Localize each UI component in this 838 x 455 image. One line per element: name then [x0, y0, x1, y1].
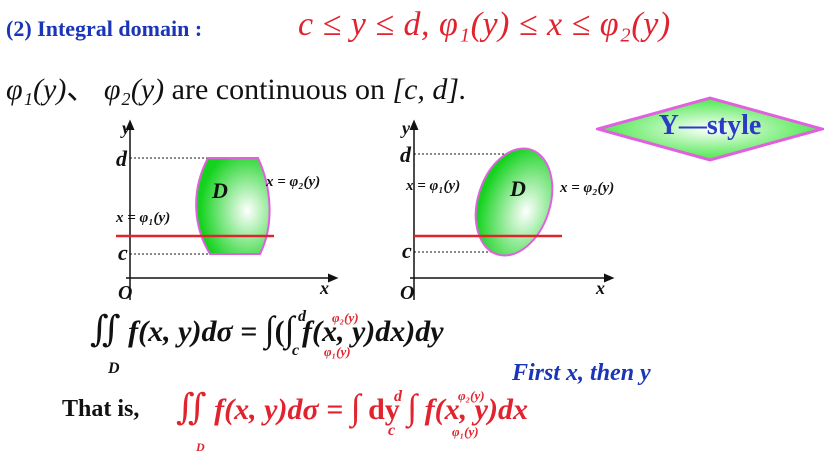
iterated-integral-formula: ∬ f(x, y)dσ = ∫(∫ f(x, y)dx)dy	[90, 308, 444, 350]
region-d	[474, 147, 554, 257]
f2-inner-upper: φ₂(y)	[458, 388, 485, 403]
outer-integral-sign: ∫	[264, 309, 275, 349]
right-region-label: D	[510, 176, 526, 201]
left-region-label: D	[212, 178, 228, 203]
right-d-label: d	[400, 142, 411, 167]
y-style-badge	[596, 96, 824, 162]
continuity-statement: φ₁(y)、 φ₂(y) are continuous on [c, d].	[6, 64, 467, 108]
left-d-label: d	[116, 146, 127, 171]
f2-domain: D	[196, 440, 205, 454]
diagram-left	[116, 119, 339, 300]
phi1-label: φ₁(y)	[6, 73, 67, 106]
right-phi2-curve-label: x = φ₂(y)	[560, 180, 615, 196]
f1-body: f(x, y)dx)dy	[301, 315, 444, 348]
left-phi2-curve-label: x = φ₂(y)	[266, 174, 321, 190]
region-d	[195, 157, 271, 255]
f1-domain: D	[108, 360, 120, 377]
left-y-axis-label: y	[122, 118, 130, 138]
f2-inner-lower: φ₁(y)	[452, 424, 479, 439]
f2-outer-upper: d	[394, 388, 402, 405]
right-x-axis-label: x	[596, 278, 605, 298]
inner-integral-sign: ∫	[284, 309, 295, 349]
inner-integral-sign: ∫	[407, 387, 418, 427]
f1-outer-upper: d	[298, 308, 306, 325]
f2-body: f(x, y)dx	[424, 393, 528, 426]
f2-dy: dy	[368, 393, 400, 426]
f1-inner-upper: φ₂(y)	[332, 310, 359, 325]
statement-text: are continuous on	[164, 73, 393, 106]
double-integral-sign: ∬	[176, 387, 207, 427]
interval-label: [c, d].	[392, 73, 467, 106]
right-origin-label: O	[400, 282, 415, 304]
f1-integrand: f(x, y)dσ =	[128, 315, 258, 348]
outer-integral-sign: ∫	[350, 387, 361, 427]
double-integral-sign: ∬	[90, 309, 121, 349]
order-note: First x, then y	[512, 360, 651, 386]
left-x-axis-label: x	[320, 278, 329, 298]
separator: 、	[66, 73, 97, 106]
f1-inner-lower: φ₁(y)	[324, 344, 351, 359]
f1-inner-paren: (	[274, 315, 285, 348]
right-c-label: c	[402, 238, 412, 263]
section-heading: (2) Integral domain :	[6, 16, 203, 41]
left-origin-label: O	[118, 282, 133, 304]
domain-inequality: c ≤ y ≤ d, φ₁(y) ≤ x ≤ φ₂(y)	[298, 6, 671, 43]
f2-outer-lower: c	[388, 422, 396, 439]
iterated-integral-formula-2: ∬ f(x, y)dσ = ∫ dy ∫ f(x, y)dx	[176, 386, 528, 428]
diagram-right	[409, 119, 615, 300]
f2-integrand: f(x, y)dσ =	[214, 393, 344, 426]
left-c-label: c	[118, 240, 128, 265]
that-is-label: That is,	[62, 396, 140, 422]
f1-outer-lower: c	[292, 342, 300, 359]
phi2-label: φ₂(y)	[103, 73, 165, 106]
y-style-label: Y—style	[658, 110, 762, 141]
left-phi1-curve-label: x = φ₁(y)	[116, 210, 171, 226]
right-y-axis-label: y	[402, 118, 410, 138]
right-phi1-curve-label: x = φ₁(y)	[406, 178, 461, 194]
